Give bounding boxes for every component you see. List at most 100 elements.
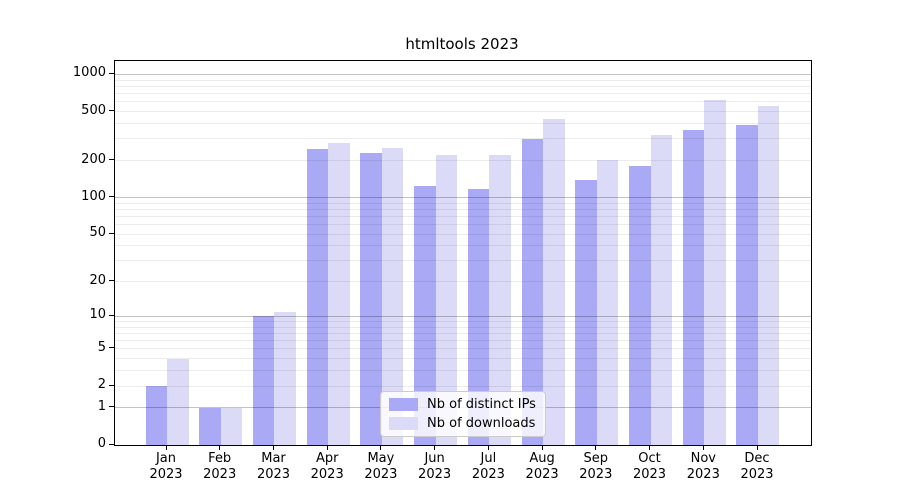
bar-nb-of-downloads-may [381,148,404,445]
legend-swatch-nb-of-distinct-ips [389,398,418,411]
y-tick-label-200: 200 [81,151,106,167]
x-tick-year-mar: 2023 [256,467,291,482]
x-tick-label-dec: Dec 2023 [729,451,785,483]
y-tick-label-50: 50 [89,225,106,241]
y-tick-label-5: 5 [97,339,106,355]
minor-gridline-6 [115,340,811,342]
minor-gridline-40 [115,245,811,247]
x-tick-year-may: 2023 [364,467,398,482]
bar-nb-of-downloads-feb [220,407,243,445]
x-tick-label-feb: Feb 2023 [192,451,248,483]
minor-gridline-900 [115,79,811,81]
legend-swatch-nb-of-downloads [389,417,418,430]
legend-item-nb-of-downloads: Nb of downloads [389,416,536,431]
bar-nb-of-distinct-ips-oct [629,165,651,445]
x-tick-month-may: May [367,451,395,466]
y-tick-mark-100 [109,196,114,197]
x-tick-year-dec: 2023 [740,467,774,482]
major-gridline-1000 [115,73,811,75]
minor-gridline-500 [115,111,811,113]
minor-gridline-4 [115,358,811,360]
minor-gridline-400 [115,123,811,124]
x-tick-month-sep: Sep [583,451,609,466]
y-tick-label-1000: 1000 [72,65,106,81]
bar-nb-of-distinct-ips-nov [682,129,705,445]
minor-gridline-2 [115,385,811,387]
x-tick-mark-feb [219,445,221,450]
bar-nb-of-distinct-ips-may [360,153,382,445]
y-tick-label-10: 10 [89,307,106,323]
y-tick-mark-20 [109,280,114,282]
x-tick-year-apr: 2023 [310,467,344,482]
minor-gridline-50 [115,233,811,235]
minor-gridline-90 [115,202,811,204]
chart-title: htmltools 2023 [405,35,519,53]
legend-item-nb-of-distinct-ips: Nb of distinct IPs [389,397,536,412]
bar-nb-of-distinct-ips-feb [199,407,221,445]
y-tick-label-500: 500 [81,102,106,118]
bar-nb-of-downloads-dec [757,105,780,445]
x-tick-month-apr: Apr [315,451,339,466]
x-tick-label-oct: Oct 2023 [622,451,678,483]
y-tick-label-100: 100 [81,188,106,204]
x-tick-mark-aug [541,445,543,450]
minor-gridline-600 [115,101,811,103]
x-tick-label-jan: Jan 2023 [138,451,194,483]
bar-nb-of-downloads-aug [543,119,565,445]
minor-gridline-7 [115,333,811,334]
x-tick-label-may: May 2023 [353,451,409,483]
minor-gridline-8 [115,326,811,328]
bar-nb-of-downloads-mar [274,311,296,445]
x-tick-year-oct: 2023 [632,467,667,482]
x-tick-year-nov: 2023 [686,467,720,482]
bar-nb-of-downloads-apr [328,143,350,445]
minor-gridline-5 [115,348,811,350]
y-tick-mark-50 [109,232,114,234]
x-tick-label-nov: Nov 2023 [675,451,731,483]
minor-gridline-60 [115,224,811,225]
major-gridline-100 [115,197,811,198]
y-tick-mark-200 [109,159,114,161]
bar-nb-of-downloads-nov [704,100,726,445]
x-tick-mark-jan [165,445,167,450]
bar-nb-of-distinct-ips-apr [306,148,329,445]
x-tick-month-jul: Jul [480,451,497,466]
bar-nb-of-distinct-ips-aug [521,139,544,445]
minor-gridline-80 [115,208,811,210]
x-tick-year-jan: 2023 [149,467,183,482]
x-tick-label-mar: Mar 2023 [246,451,302,483]
minor-gridline-200 [115,160,811,162]
legend: Nb of distinct IPs Nb of downloads [380,391,546,437]
y-tick-mark-5 [109,347,114,349]
x-tick-year-feb: 2023 [203,467,237,482]
y-tick-mark-1 [109,406,114,408]
x-tick-mark-jun [434,445,436,450]
major-gridline-10 [115,315,811,317]
y-tick-mark-500 [109,110,114,112]
minor-gridline-9 [115,321,811,322]
bar-nb-of-downloads-jun [435,155,458,445]
y-tick-mark-0 [109,443,114,445]
minor-gridline-800 [115,85,811,87]
bar-nb-of-downloads-oct [650,134,673,445]
bar-nb-of-downloads-jul [489,154,511,445]
x-tick-mark-jul [487,445,489,450]
x-tick-month-oct: Oct [638,451,661,466]
x-tick-month-dec: Dec [744,451,770,466]
x-tick-year-sep: 2023 [579,467,613,482]
minor-gridline-700 [115,93,811,95]
x-tick-month-jan: Jan [155,451,177,466]
bar-nb-of-distinct-ips-jun [414,186,436,445]
x-tick-mark-dec [756,445,758,450]
x-tick-mark-may [380,445,382,450]
y-tick-mark-10 [109,314,114,316]
bar-nb-of-distinct-ips-mar [252,316,275,445]
x-tick-year-jul: 2023 [471,467,505,482]
x-tick-label-apr: Apr 2023 [299,451,355,483]
minor-gridline-30 [115,260,811,262]
plot-area: Nb of distinct IPs Nb of downloads [114,60,812,446]
legend-label-nb-of-downloads: Nb of downloads [427,416,536,431]
x-tick-month-mar: Mar [261,451,286,466]
x-tick-mark-mar [273,445,274,450]
